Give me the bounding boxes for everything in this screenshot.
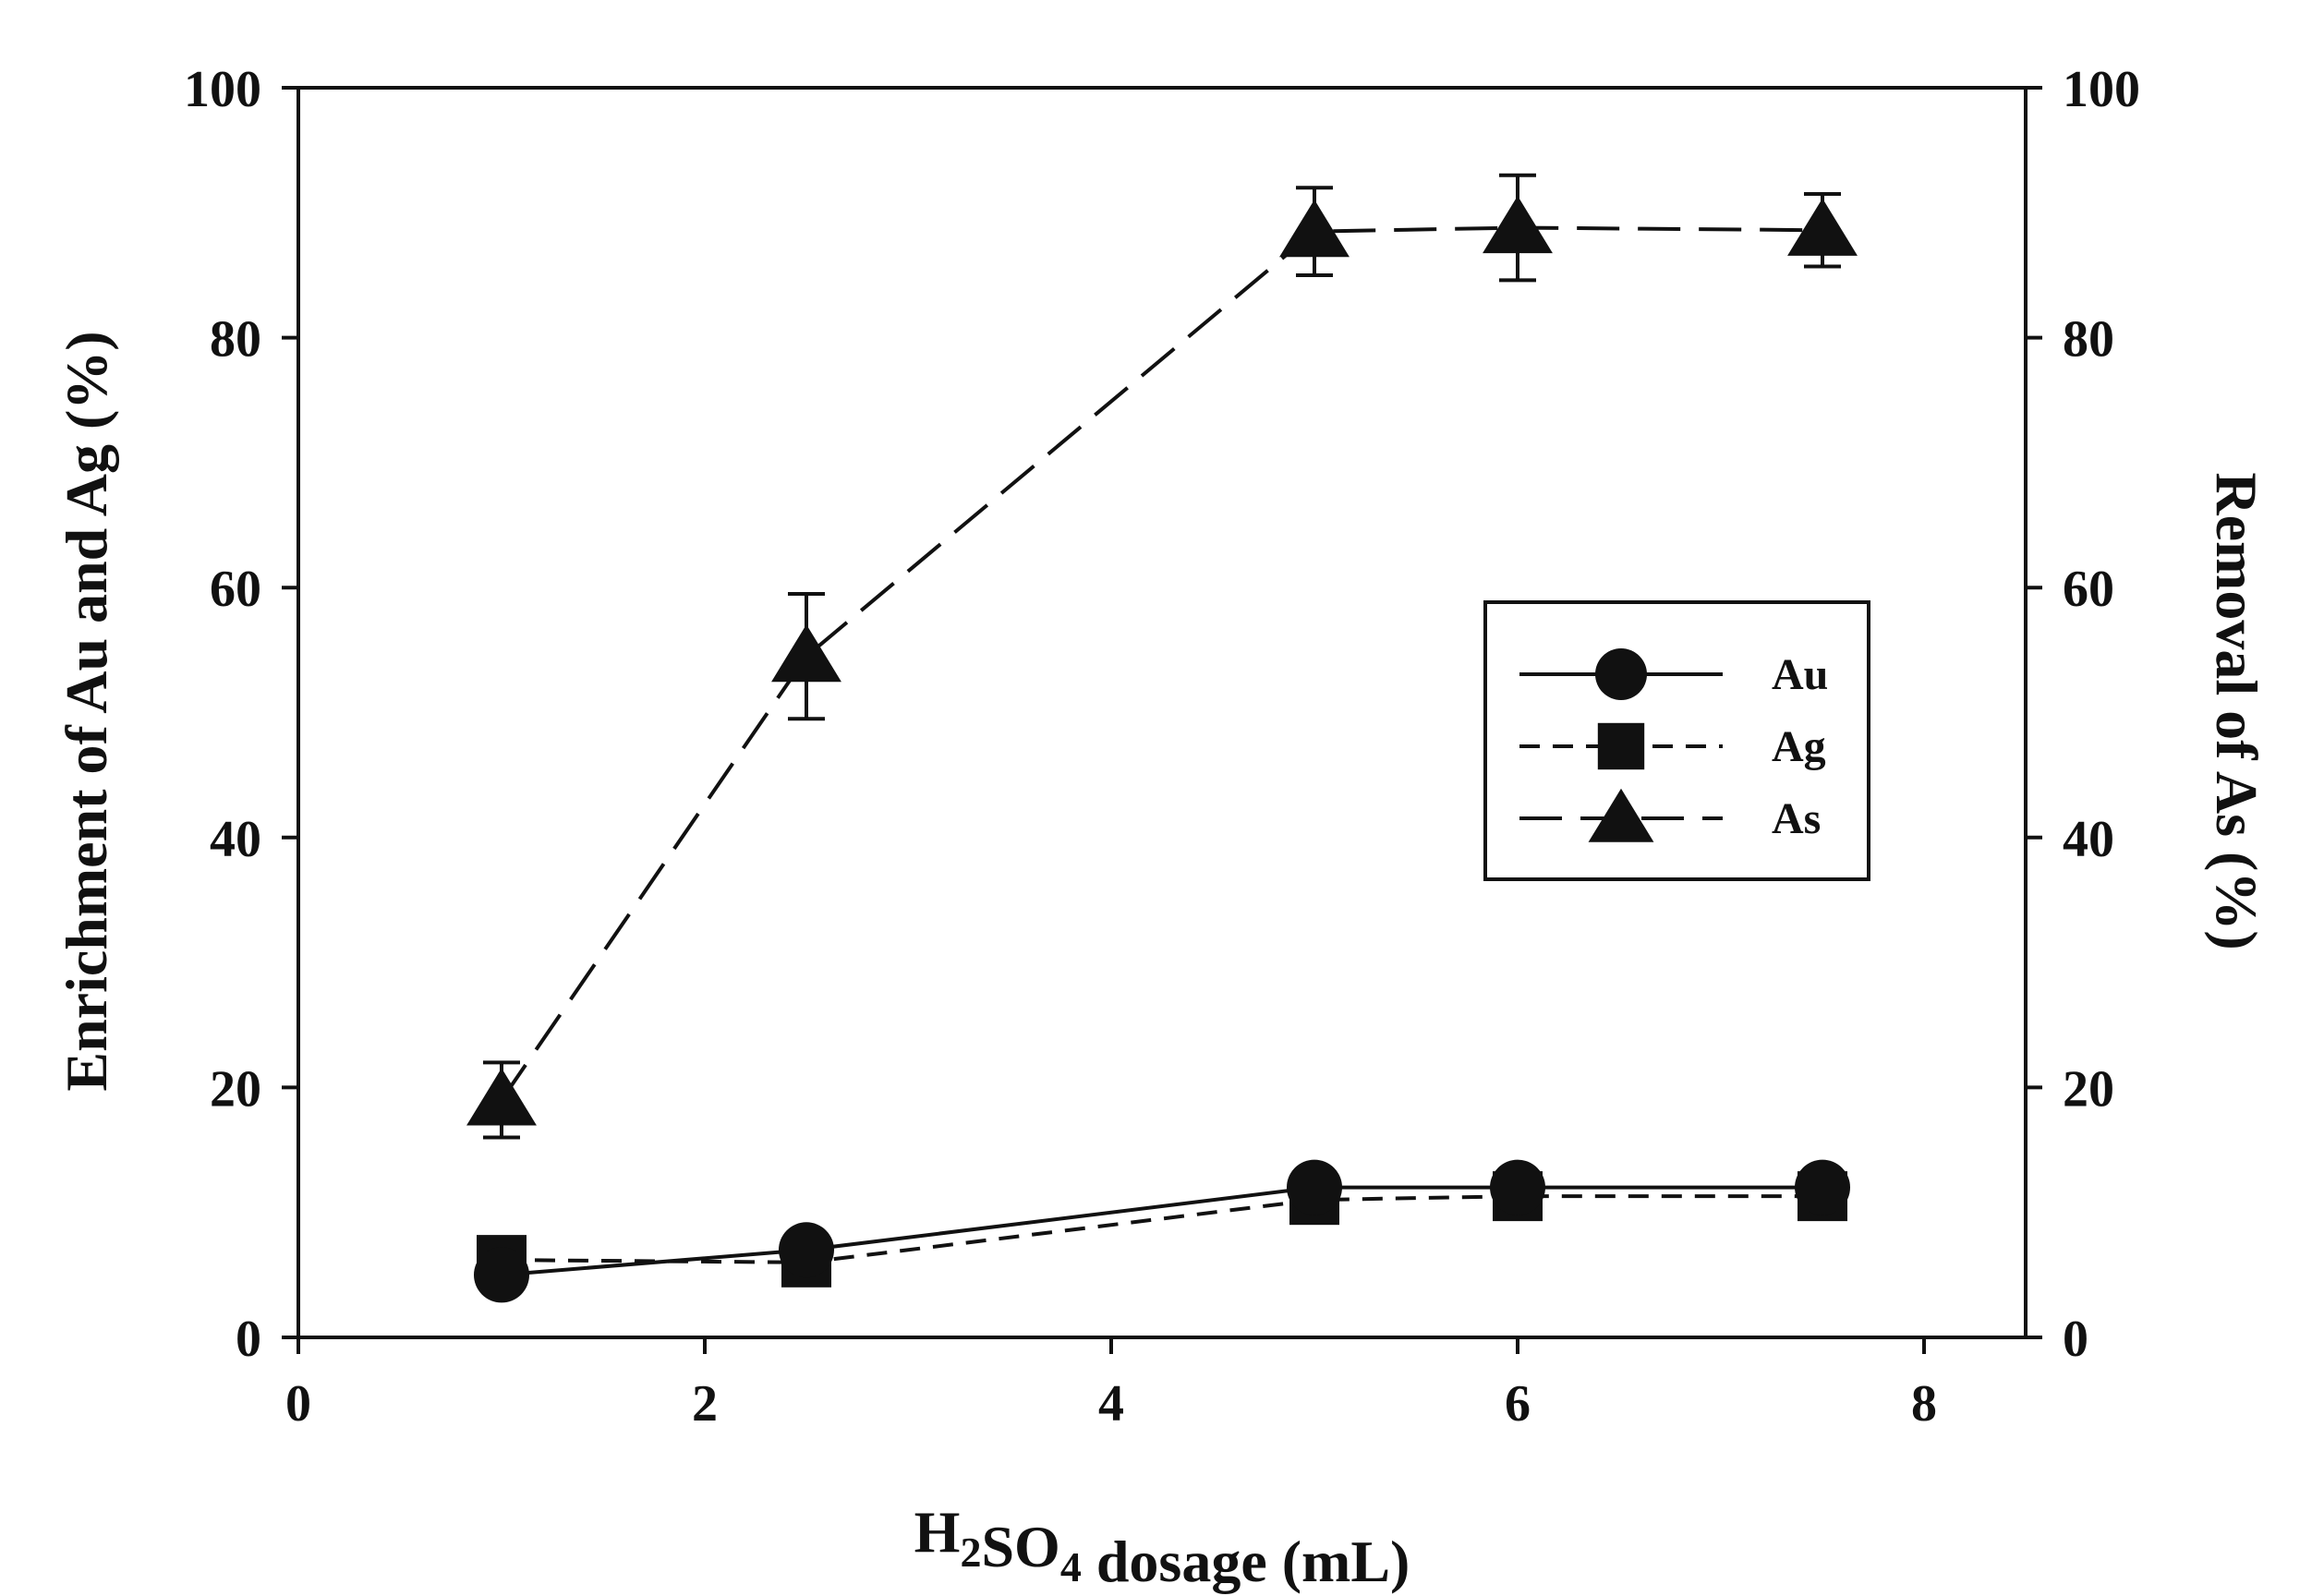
x-axis-label-part: SO	[981, 1514, 1059, 1579]
y-tick-label: 80	[210, 311, 261, 369]
legend-marker-au	[1595, 648, 1647, 700]
data-point-au	[779, 1222, 834, 1278]
data-point-as	[1787, 198, 1858, 256]
x-tick-label: 8	[1911, 1375, 1937, 1433]
x-axis-label-part: H	[914, 1499, 961, 1565]
legend-label-ag: Ag	[1772, 722, 1826, 771]
y2-axis-ticks: 0 20 40 60 80 100	[2026, 61, 2140, 1368]
x-tick-label: 2	[692, 1375, 718, 1433]
data-point-au	[474, 1247, 529, 1303]
y-tick-label: 60	[210, 561, 261, 618]
legend-box	[1483, 600, 1870, 881]
data-point-au	[1287, 1159, 1342, 1215]
data-point-au	[1795, 1159, 1850, 1215]
y2-tick-label: 80	[2063, 311, 2114, 369]
y-tick-label: 20	[210, 1060, 261, 1118]
x-tick-label: 0	[285, 1375, 311, 1433]
data-point-as	[771, 624, 841, 683]
data-point-as	[1279, 200, 1350, 258]
x-axis-label: H2SO4 dosage (mL)	[914, 1499, 1410, 1594]
y-axis-label: Enrichment of Au and Ag (%)	[54, 331, 119, 1091]
data-point-as	[1483, 196, 1553, 254]
y2-tick-label: 100	[2063, 61, 2140, 118]
legend: Au Ag As	[1483, 600, 1870, 881]
series-as	[466, 173, 1858, 1140]
y-tick-label: 40	[210, 811, 261, 868]
data-point-as	[466, 1068, 537, 1126]
series-layer	[466, 173, 1858, 1303]
x-axis-label-subscript: 2	[960, 1529, 981, 1576]
y2-tick-label: 0	[2063, 1311, 2088, 1368]
y2-tick-label: 60	[2063, 561, 2114, 618]
x-axis-ticks: 0 2 4 6 8	[285, 1337, 1937, 1433]
y2-axis-label: Removal of As (%)	[2204, 472, 2270, 949]
data-point-au	[1490, 1159, 1545, 1215]
x-axis-label-subscript: 4	[1060, 1543, 1082, 1590]
y2-tick-label: 20	[2063, 1060, 2114, 1118]
legend-marker-as	[1588, 788, 1654, 842]
legend-label-as: As	[1772, 794, 1821, 843]
plot-frame	[297, 86, 2028, 1339]
y-axis-ticks: 0 20 40 60 80 100	[184, 61, 298, 1368]
y-tick-label: 100	[184, 61, 261, 118]
y2-tick-label: 40	[2063, 811, 2114, 868]
series-au	[474, 1159, 1850, 1303]
y-tick-label: 0	[236, 1311, 261, 1368]
x-tick-label: 4	[1098, 1375, 1124, 1433]
legend-marker-ag	[1597, 722, 1645, 770]
x-tick-label: 6	[1505, 1375, 1531, 1433]
x-axis-label-part: dosage (mL)	[1082, 1529, 1410, 1594]
legend-label-au: Au	[1772, 650, 1828, 699]
